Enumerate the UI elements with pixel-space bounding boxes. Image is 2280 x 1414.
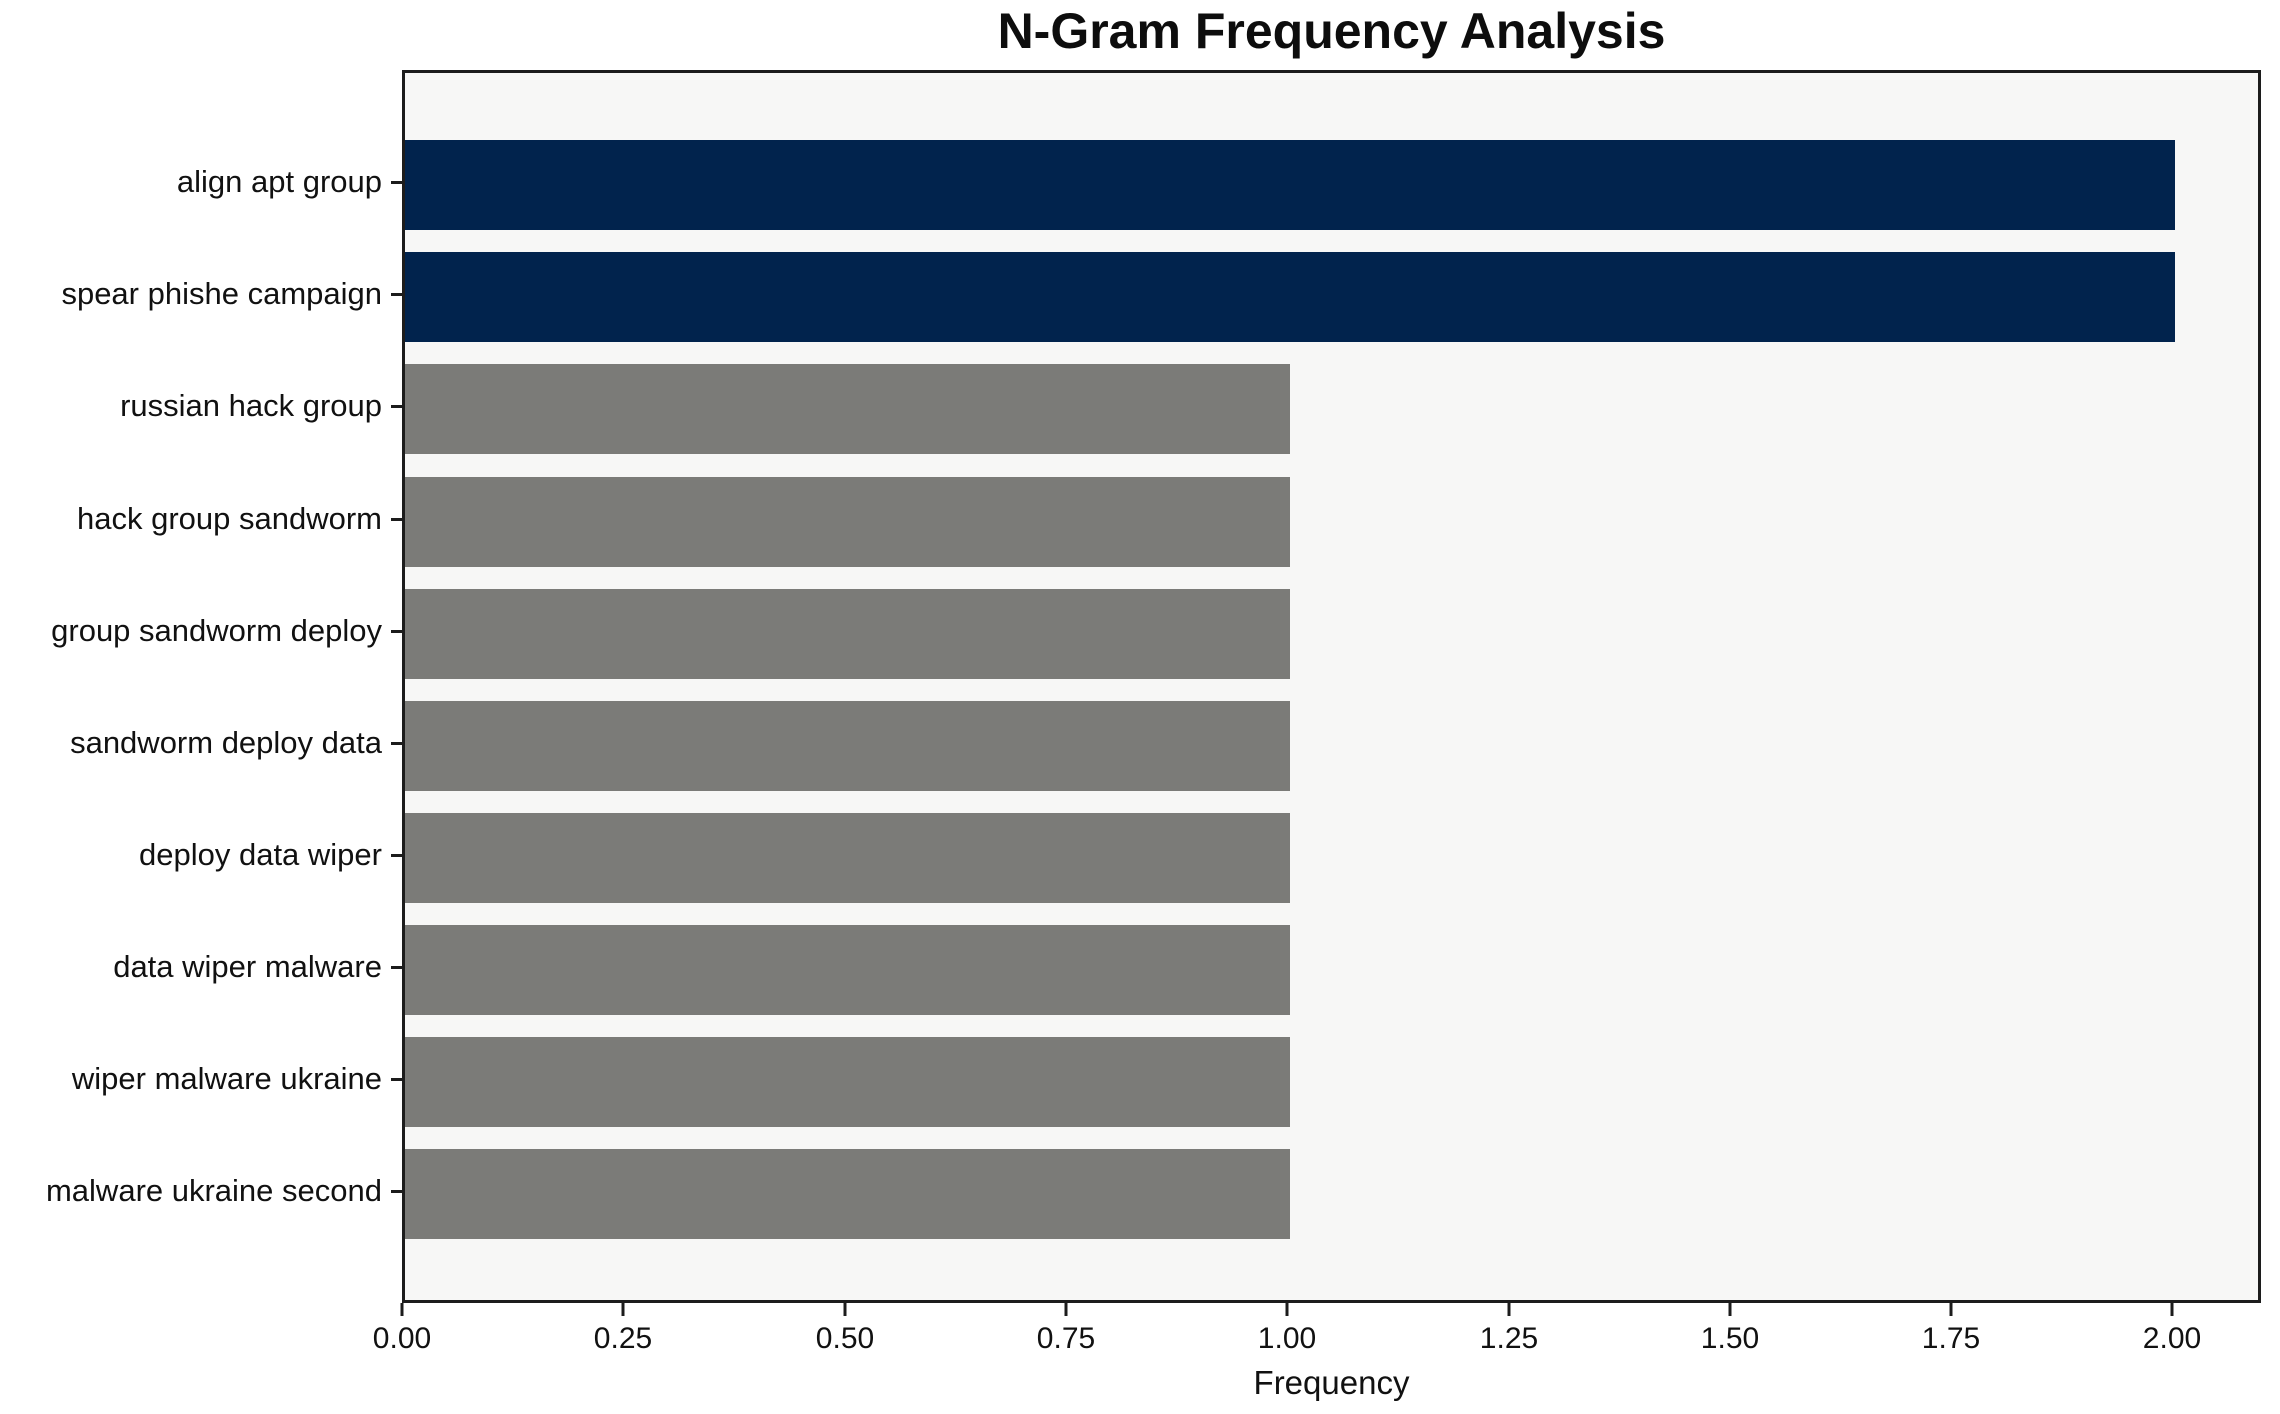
y-tick-label: hack group sandworm xyxy=(77,501,382,536)
x-tick-label: 1.75 xyxy=(1921,1322,1981,1355)
x-tick-mark xyxy=(1507,1303,1511,1316)
x-tick-label: 0.00 xyxy=(372,1322,432,1355)
x-tick-mark xyxy=(2170,1303,2174,1316)
bar-hack-group-sandworm xyxy=(405,477,1290,567)
y-tick-label: malware ukraine second xyxy=(45,1173,382,1208)
x-tick-label: 1.50 xyxy=(1700,1322,1760,1355)
y-tick-label: sandworm deploy data xyxy=(70,725,382,760)
x-tick-label: 1.25 xyxy=(1479,1322,1539,1355)
y-tick-label: align apt group xyxy=(176,164,382,199)
y-tick-label: wiper malware ukraine xyxy=(71,1061,382,1096)
y-tick-label: deploy data wiper xyxy=(139,837,382,872)
bar-russian-hack-group xyxy=(405,364,1290,454)
bar-align-apt-group xyxy=(405,140,2175,230)
y-tick-mark xyxy=(391,742,402,745)
x-tick-label: 0.75 xyxy=(1036,1322,1096,1355)
bar-wiper-malware-ukraine xyxy=(405,1037,1290,1127)
y-tick-mark xyxy=(391,518,402,521)
y-tick-mark xyxy=(391,181,402,184)
y-tick-mark xyxy=(391,1190,402,1193)
y-tick-mark xyxy=(391,966,402,969)
y-tick-mark xyxy=(391,854,402,857)
y-tick-label: russian hack group xyxy=(120,388,382,423)
x-tick-mark xyxy=(621,1303,625,1316)
x-tick-mark xyxy=(1285,1303,1289,1316)
plot-area xyxy=(402,70,2261,1303)
chart-title: N-Gram Frequency Analysis xyxy=(997,3,1666,59)
x-tick-mark xyxy=(1949,1303,1953,1316)
y-tick-label: group sandworm deploy xyxy=(51,613,382,648)
x-tick-label: 0.25 xyxy=(593,1322,653,1355)
x-tick-label: 0.50 xyxy=(815,1322,875,1355)
y-tick-mark xyxy=(391,630,402,633)
bar-data-wiper-malware xyxy=(405,925,1290,1015)
y-tick-label: data wiper malware xyxy=(113,949,382,984)
x-tick-mark xyxy=(400,1303,404,1316)
bar-malware-ukraine-second xyxy=(405,1149,1290,1239)
y-tick-label: spear phishe campaign xyxy=(61,276,382,311)
x-tick-label: 1.00 xyxy=(1257,1322,1317,1355)
y-tick-mark xyxy=(391,405,402,408)
x-tick-mark xyxy=(1064,1303,1068,1316)
bar-deploy-data-wiper xyxy=(405,813,1290,903)
bar-sandworm-deploy-data xyxy=(405,701,1290,791)
x-axis-label: Frequency xyxy=(1253,1364,1410,1401)
y-tick-mark xyxy=(391,293,402,296)
bar-group-sandworm-deploy xyxy=(405,589,1290,679)
x-tick-label: 2.00 xyxy=(2142,1322,2202,1355)
x-tick-mark xyxy=(843,1303,847,1316)
y-tick-mark xyxy=(391,1078,402,1081)
x-tick-mark xyxy=(1728,1303,1732,1316)
bar-spear-phishe-campaign xyxy=(405,252,2175,342)
